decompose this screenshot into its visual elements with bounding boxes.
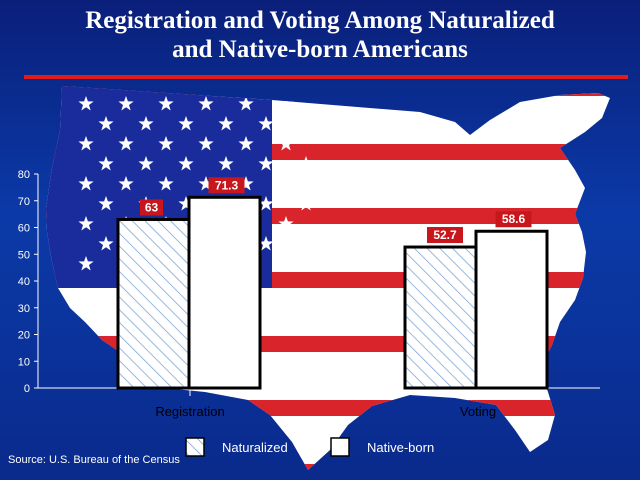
flag-star xyxy=(158,176,174,191)
flag-star xyxy=(238,96,254,111)
flag-star xyxy=(258,116,274,131)
y-tick-label: 70 xyxy=(18,196,30,208)
y-tick-label: 50 xyxy=(18,249,30,261)
flag-star xyxy=(158,96,174,111)
data-label: 58.6 xyxy=(502,212,526,226)
data-label: 71.3 xyxy=(215,178,239,192)
title-divider xyxy=(24,75,628,79)
y-tick-label: 10 xyxy=(18,356,30,368)
flag-star xyxy=(138,116,154,131)
data-label-box xyxy=(495,211,532,228)
flag-star xyxy=(238,176,254,191)
flag-star xyxy=(238,136,254,151)
flag-star xyxy=(278,176,294,191)
flag-star xyxy=(98,116,114,131)
flag-star xyxy=(98,196,114,211)
flag-star xyxy=(258,196,274,211)
flag-star xyxy=(258,236,274,251)
flag-star xyxy=(78,216,94,231)
flag-star xyxy=(118,136,134,151)
flag-star xyxy=(158,136,174,151)
flag-star xyxy=(78,136,94,151)
flag-star xyxy=(278,216,294,231)
flag-stripe xyxy=(46,400,610,416)
data-label-box xyxy=(208,177,245,194)
flag-star xyxy=(218,116,234,131)
flag-star xyxy=(298,116,314,131)
source-note: Source: U.S. Bureau of the Census xyxy=(8,454,180,466)
data-labels: 63 71.3 52.7 58.6 xyxy=(140,177,532,244)
bars xyxy=(116,195,549,390)
data-label: 63 xyxy=(145,200,159,214)
flag-star xyxy=(78,96,94,111)
x-axis-labels: Registration Voting xyxy=(155,404,496,419)
x-category-label: Registration xyxy=(155,404,224,419)
flag-star xyxy=(198,96,214,111)
y-tick-label: 20 xyxy=(18,330,30,342)
flag-star xyxy=(78,176,94,191)
flag-star xyxy=(278,256,294,271)
y-tick-label: 30 xyxy=(18,303,30,315)
flag-star xyxy=(218,156,234,171)
legend-label: Naturalized xyxy=(222,440,288,455)
flag-star xyxy=(118,176,134,191)
chart-title: Registration and Voting Among Naturalize… xyxy=(0,6,640,64)
flag-stripe xyxy=(46,464,610,470)
data-label: 52.7 xyxy=(433,228,457,242)
y-tick-label: 40 xyxy=(18,276,30,288)
flag-star xyxy=(298,236,314,251)
flag-star xyxy=(198,136,214,151)
flag-star xyxy=(98,156,114,171)
bar-naturalized xyxy=(116,217,191,390)
flag-star xyxy=(178,156,194,171)
flag-star xyxy=(278,136,294,151)
chart-title-line-2: and Native-born Americans xyxy=(172,36,468,63)
bar-native-born xyxy=(187,195,262,390)
flag-star xyxy=(278,96,294,111)
data-label-box xyxy=(140,199,163,216)
y-tick-label: 0 xyxy=(24,383,30,395)
flag-star xyxy=(298,196,314,211)
legend-swatch xyxy=(330,437,350,457)
flag-star xyxy=(178,196,194,211)
legend: Naturalized Native-born xyxy=(185,437,434,457)
y-tick-label: 80 xyxy=(18,169,30,181)
legend-swatch xyxy=(185,437,205,457)
y-tick-label: 60 xyxy=(18,223,30,235)
flag-star xyxy=(138,156,154,171)
bar-native-born xyxy=(474,229,549,390)
legend-label: Native-born xyxy=(367,440,434,455)
flag-star xyxy=(118,96,134,111)
flag-star xyxy=(198,176,214,191)
flag-star xyxy=(78,256,94,271)
flag-star xyxy=(178,116,194,131)
flag-star xyxy=(258,156,274,171)
bar-naturalized xyxy=(403,245,478,390)
chart-title-line-1: Registration and Voting Among Naturalize… xyxy=(85,7,555,34)
flag-star xyxy=(298,156,314,171)
x-category-label: Voting xyxy=(460,404,496,419)
data-label-box xyxy=(427,227,463,244)
flag-star xyxy=(98,236,114,251)
